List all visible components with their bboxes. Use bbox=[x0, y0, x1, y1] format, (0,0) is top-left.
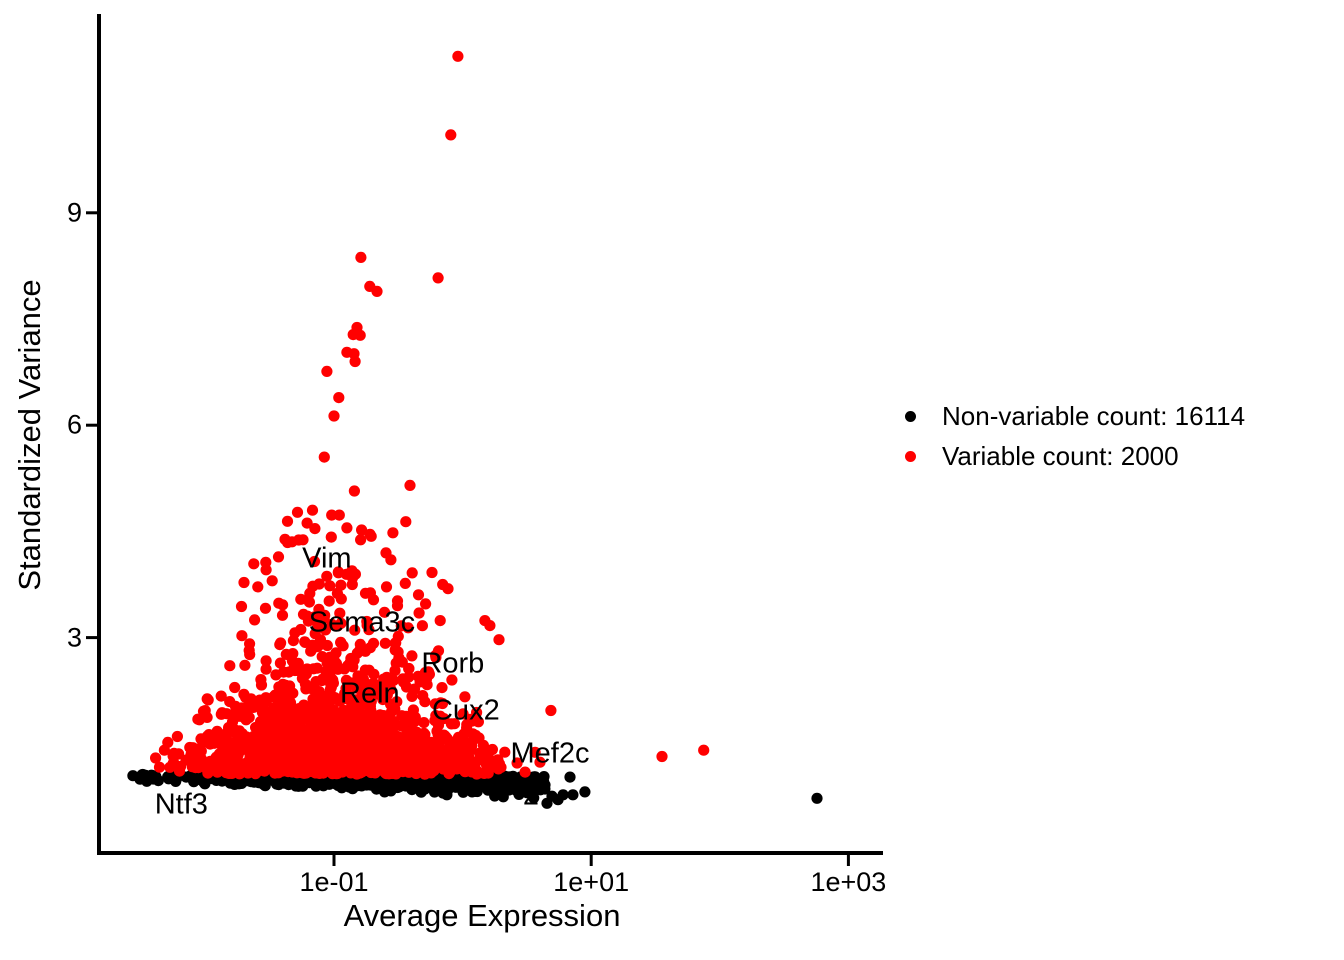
y-tick-label: 6 bbox=[66, 409, 82, 440]
gene-label-Ntf3: Ntf3 bbox=[154, 788, 208, 821]
variable-outlier-points bbox=[150, 50, 710, 778]
x-tick-label: 1e+03 bbox=[810, 867, 887, 897]
y-tick-label: 9 bbox=[66, 197, 82, 228]
gene-label-Reln: Reln bbox=[340, 677, 400, 710]
y-axis-line bbox=[97, 14, 101, 855]
gene-label-Cux2: Cux2 bbox=[431, 694, 500, 727]
nonvariable-outlier-points bbox=[127, 770, 823, 809]
legend-row-nonvariable: Non-variable count: 16114 bbox=[893, 396, 1245, 436]
nonvariable-dot-icon bbox=[905, 410, 916, 422]
x-tick-label: 1e+01 bbox=[553, 867, 630, 897]
gene-label-Sema3c: Sema3c bbox=[308, 606, 416, 639]
legend-label-variable: Variable count: 2000 bbox=[942, 440, 1179, 471]
legend-row-variable: Variable count: 2000 bbox=[893, 436, 1245, 476]
x-axis-title: Average Expression bbox=[343, 898, 621, 933]
gene-label-Rorb: Rorb bbox=[421, 647, 485, 680]
y-tick-label: 3 bbox=[66, 622, 82, 653]
legend-label-nonvariable: Non-variable count: 16114 bbox=[942, 400, 1246, 431]
x-tick-mark bbox=[846, 855, 850, 866]
variable-dot-icon bbox=[905, 450, 916, 462]
gene-label-Mef2c: Mef2c bbox=[510, 737, 590, 770]
x-tick-label: 1e-01 bbox=[299, 867, 369, 897]
x-tick-mark bbox=[589, 855, 593, 866]
y-tick-mark bbox=[86, 423, 97, 427]
gene-label-2: 2 bbox=[522, 779, 540, 812]
y-tick-mark bbox=[86, 211, 97, 215]
y-tick-mark bbox=[86, 636, 97, 640]
x-tick-mark bbox=[332, 855, 336, 866]
legend: Non-variable count: 16114 Variable count… bbox=[893, 396, 1245, 476]
variable-points bbox=[164, 515, 523, 780]
gene-label-Vim: Vim bbox=[302, 542, 352, 575]
x-axis-line bbox=[97, 851, 883, 855]
axes bbox=[86, 14, 883, 866]
